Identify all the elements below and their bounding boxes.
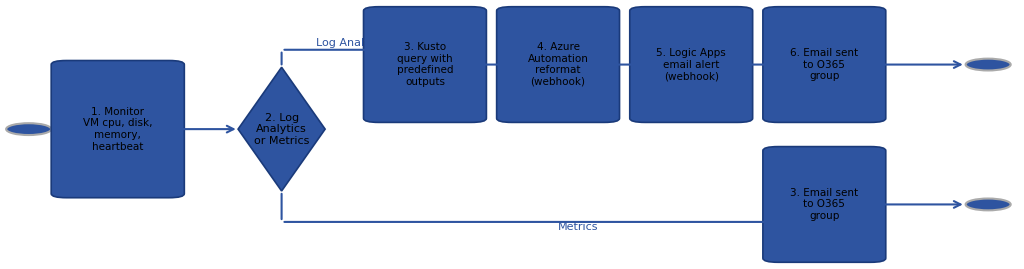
FancyBboxPatch shape <box>497 7 620 122</box>
FancyBboxPatch shape <box>763 7 886 122</box>
FancyBboxPatch shape <box>763 147 886 262</box>
Circle shape <box>6 123 51 135</box>
FancyBboxPatch shape <box>630 7 753 122</box>
Polygon shape <box>238 67 326 191</box>
Circle shape <box>966 199 1011 210</box>
Circle shape <box>966 59 1011 70</box>
FancyBboxPatch shape <box>51 61 184 198</box>
Text: 1. Monitor
VM cpu, disk,
memory,
heartbeat: 1. Monitor VM cpu, disk, memory, heartbe… <box>83 107 153 151</box>
Text: 3. Kusto
query with
predefined
outputs: 3. Kusto query with predefined outputs <box>396 42 454 87</box>
Text: 2. Log
Analytics
or Metrics: 2. Log Analytics or Metrics <box>254 112 309 146</box>
Text: 3. Email sent
to O365
group: 3. Email sent to O365 group <box>791 188 858 221</box>
Text: 4. Azure
Automation
reformat
(webhook): 4. Azure Automation reformat (webhook) <box>527 42 589 87</box>
Text: Metrics: Metrics <box>558 222 599 232</box>
FancyBboxPatch shape <box>364 7 486 122</box>
Text: 5. Logic Apps
email alert
(webhook): 5. Logic Apps email alert (webhook) <box>656 48 726 81</box>
Text: 6. Email sent
to O365
group: 6. Email sent to O365 group <box>791 48 858 81</box>
Text: Log Analytics: Log Analytics <box>316 38 390 48</box>
